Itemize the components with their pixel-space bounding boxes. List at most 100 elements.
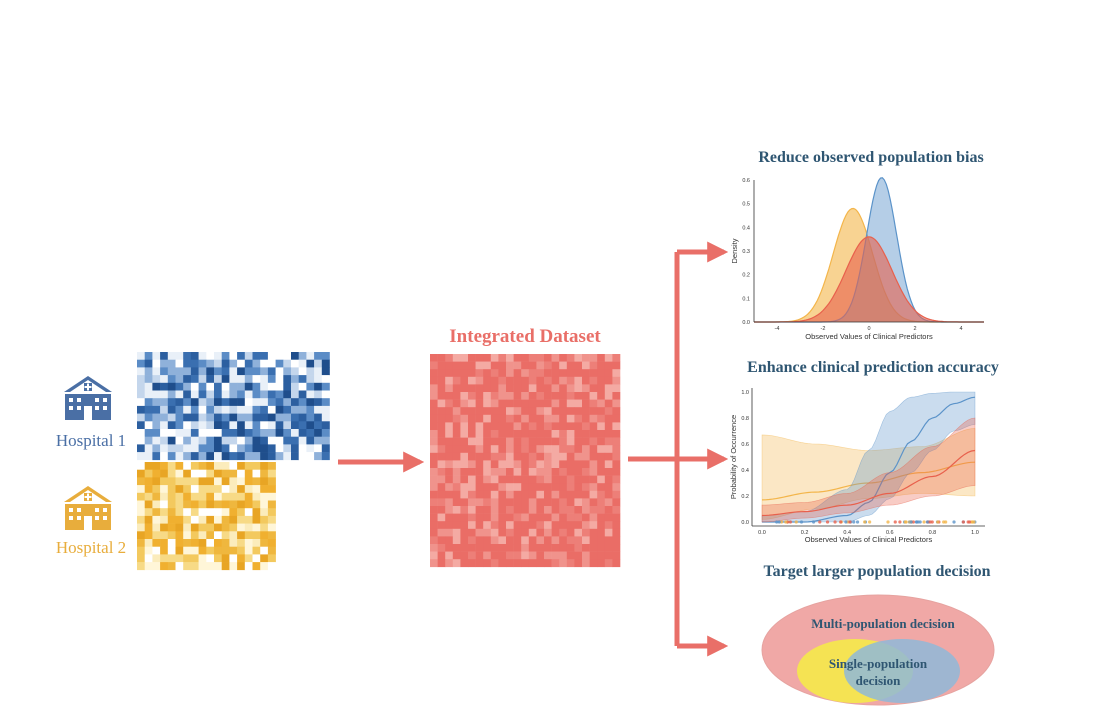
grid-cell — [283, 367, 292, 376]
grid-cell — [513, 536, 522, 545]
grid-cell — [198, 515, 207, 524]
observation-point — [922, 520, 926, 524]
grid-cell — [597, 468, 606, 476]
grid-cell — [206, 444, 215, 453]
grid-cell — [430, 506, 438, 514]
grid-cell — [206, 554, 215, 563]
grid-cell — [198, 375, 207, 384]
grid-cell — [513, 460, 522, 469]
grid-cell — [175, 554, 184, 563]
grid-cell — [452, 422, 461, 431]
grid-cell — [167, 375, 176, 384]
grid-cell — [437, 559, 446, 568]
grid-cell — [551, 513, 560, 522]
grid-cell — [582, 506, 590, 514]
grid-cell — [544, 536, 552, 545]
grid-cell — [445, 551, 454, 560]
grid-cell — [160, 367, 169, 376]
grid-cell — [167, 429, 176, 437]
hospital-1-label: Hospital 1 — [56, 431, 126, 450]
grid-cell — [221, 485, 230, 494]
grid-cell — [468, 399, 476, 408]
grid-cell — [144, 515, 153, 524]
grid-cell — [597, 490, 606, 499]
grid-cell — [214, 352, 222, 360]
grid-cell — [206, 515, 215, 524]
grid-cell — [460, 521, 469, 530]
grid-cell — [252, 436, 261, 445]
grid-cell — [229, 444, 238, 453]
grid-cell — [314, 390, 323, 399]
venn-inner-label-line1: Single-population — [829, 656, 928, 671]
grid-cell — [521, 354, 530, 362]
grid-cell — [298, 444, 307, 453]
grid-cell — [445, 392, 454, 400]
grid-cell — [144, 554, 153, 563]
grid-cell — [175, 444, 184, 453]
grid-cell — [612, 452, 621, 461]
grid-cell — [237, 485, 246, 494]
grid-cell — [460, 483, 469, 492]
grid-cell — [283, 444, 292, 453]
grid-cell — [167, 367, 176, 376]
grid-cell — [229, 477, 238, 486]
grid-cell — [536, 544, 545, 552]
grid-cell — [452, 376, 461, 385]
grid-cell — [521, 452, 530, 461]
grid-cell — [175, 367, 184, 376]
observation-point — [952, 520, 956, 524]
grid-cell — [468, 513, 476, 522]
grid-cell — [321, 359, 330, 368]
grid-cell — [528, 521, 537, 530]
grid-cell — [536, 528, 545, 537]
grid-cell — [260, 515, 269, 524]
grid-cell — [589, 528, 598, 537]
grid-cell — [468, 460, 476, 469]
observation-point — [928, 520, 932, 524]
grid-cell — [221, 421, 230, 430]
grid-cell — [214, 375, 222, 384]
grid-cell — [275, 421, 284, 430]
grid-cell — [452, 369, 461, 378]
grid-cell — [430, 354, 438, 362]
grid-cell — [244, 398, 253, 407]
grid-cell — [306, 429, 315, 437]
grid-cell — [260, 462, 269, 470]
grid-cell — [513, 422, 522, 431]
grid-cell — [506, 521, 514, 530]
grid-cell — [513, 528, 522, 537]
grid-cell — [152, 523, 161, 532]
grid-cell — [468, 483, 476, 492]
grid-cell — [582, 392, 590, 400]
grid-cell — [260, 554, 269, 563]
grid-cell — [252, 562, 261, 571]
grid-cell — [460, 422, 469, 431]
grid-cell — [597, 483, 606, 492]
grid-cell — [460, 354, 469, 362]
grid-cell — [144, 500, 153, 509]
grid-cell — [291, 444, 299, 453]
grid-cell — [475, 490, 484, 499]
grid-cell — [445, 475, 454, 484]
grid-cell — [528, 376, 537, 385]
grid-cell — [237, 405, 246, 414]
grid-cell — [612, 521, 621, 530]
grid-cell — [544, 422, 552, 431]
grid-cell — [190, 554, 199, 563]
grid-cell — [468, 452, 476, 461]
grid-cell — [190, 429, 199, 437]
grid-cell — [252, 492, 261, 501]
observation-point — [909, 520, 913, 524]
grid-cell — [244, 405, 253, 414]
grid-cell — [221, 352, 230, 360]
hospital-1-icon — [64, 376, 112, 420]
grid-cell — [559, 460, 568, 469]
grid-cell — [160, 359, 169, 368]
grid-cell — [521, 430, 530, 438]
grid-cell — [475, 361, 484, 370]
grid-cell — [221, 367, 230, 376]
grid-cell — [237, 508, 246, 517]
grid-cell — [498, 361, 507, 370]
grid-cell — [183, 492, 192, 501]
grid-cell — [551, 551, 560, 560]
